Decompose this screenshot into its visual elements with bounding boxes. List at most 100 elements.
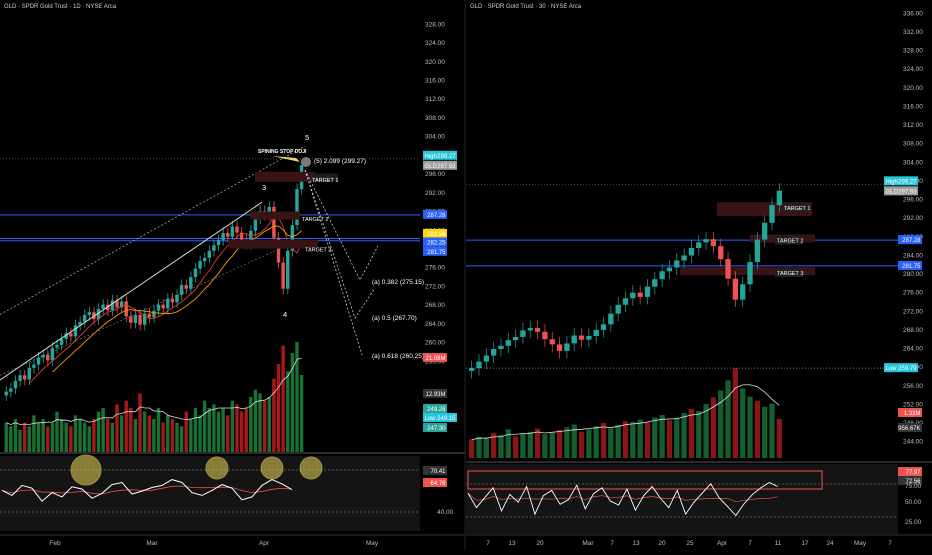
right-x-label: 13 [632,540,640,547]
right-candle [644,286,651,297]
right-price-tick: 276.00 [903,290,923,297]
right-badge-high-value: 299.27 [898,179,917,185]
right-candle [674,260,680,268]
left-rsi-tick: 40.00 [437,509,454,516]
left-volume-bar [221,408,225,452]
left-badge-vol-value: 21.08M [425,356,445,362]
right-volume-bar [688,408,695,458]
left-candle [124,301,128,317]
left-candle [286,250,290,289]
left-target1-tag [310,173,338,182]
left-price-tick: 276.00 [425,265,445,272]
left-candle [239,232,244,240]
left-volume-bar [73,415,78,452]
left-candle [147,313,151,318]
left-volume-bar [202,400,207,452]
left-candle [115,300,119,308]
rsi-divergence-circle [260,456,284,480]
right-volume-bar [498,435,504,458]
right-badge-low: Low 259.79 [884,363,918,373]
left-candle [96,308,101,320]
left-candle [138,314,142,325]
left-rsi-ma [1,485,293,495]
left-x-label: May [366,540,379,547]
left-target2-label: TARGET 2 [302,217,328,223]
right-price-tick: 284.00 [903,252,923,259]
right-badge-281-bg [898,260,922,270]
right-x-label: 13 [508,540,516,547]
left-candle [41,354,45,358]
left-volume-bar [198,415,202,452]
left-volume-bar [258,393,262,452]
left-price-tick: 292.00 [425,190,445,197]
left-candle [198,261,202,269]
right-price-tick: 292.00 [903,215,923,222]
left-target3-box [228,239,318,249]
right-candle [762,222,768,240]
left-badge-282a-bg [423,229,447,238]
right-volume-bar [608,428,614,458]
left-candle [92,312,96,320]
left-volume-bar [166,415,170,452]
right-badge-281-value: 281.75 [902,264,921,270]
left-candle [179,285,184,295]
right-candle [652,279,658,287]
left-badge-last-bg [423,160,457,170]
left-volume-bar [4,422,8,452]
right-volume-bar [542,434,548,458]
left-ma-slow [52,225,303,373]
left-candle [119,301,124,308]
left-volume-ma [6,358,302,425]
left-badge-282b-value: 282.25 [427,240,446,246]
right-badge-287-value: 287.28 [902,238,921,244]
right-candle [476,361,482,369]
right-volume-bar [564,427,570,458]
right-chart-header: GLD · SPDR Gold Trust · 30 · NYSE Arca [470,4,582,10]
right-x-label: 25 [686,540,694,547]
right-candle [600,324,607,330]
left-volume-bar [226,415,230,452]
left-badge-281-value: 281.75 [427,250,446,256]
left-volume-bar [82,422,87,452]
fib-proj-1 [304,169,379,281]
left-badge-high-bg [423,150,457,160]
right-target2-label: TARGET 2 [777,238,803,244]
left-candle [27,367,31,380]
right-price-tick: 268.00 [903,327,923,334]
right-price-tick: 308.00 [903,141,923,148]
rsi-divergence-circle [70,454,102,486]
left-candle [221,233,225,241]
right-volume-bar [681,413,687,458]
left-target2-box [250,211,300,220]
right-volume-bar [718,390,724,458]
left-badge-249a-value: 249.28 [427,407,446,413]
left-price-tick: 268.00 [425,302,445,309]
right-badge-281: 281.75 [898,260,922,270]
right-badge-last-value: 297.93 [898,189,917,195]
right-price-tick: 316.00 [903,103,923,110]
right-volume-bar [747,396,753,458]
left-candle [22,375,27,380]
left-volume-bar [179,426,184,452]
right-badge-last-bg [884,186,918,196]
left-candle [226,233,230,237]
left-volume-bar [295,342,299,452]
fib-proj-2 [304,169,376,319]
right-candle [732,278,739,300]
left-badge-volma: 12.93M [423,389,447,398]
left-volume-bar [276,364,281,452]
left-volume-bar [55,411,59,452]
left-candle [87,312,91,315]
right-rsi-badge-1-value: 77.97 [905,470,921,476]
left-volume-bar [281,345,285,452]
left-badge-282a: 282.58 [423,229,447,238]
left-candle [13,380,18,389]
left-price-tick: 324.00 [425,40,445,47]
left-candle [69,333,73,337]
left-badge-247-value: 247.30 [427,426,446,432]
right-candle [490,349,497,356]
right-candle [469,368,475,371]
left-volume-bar [41,419,45,452]
left-candle [4,391,8,396]
